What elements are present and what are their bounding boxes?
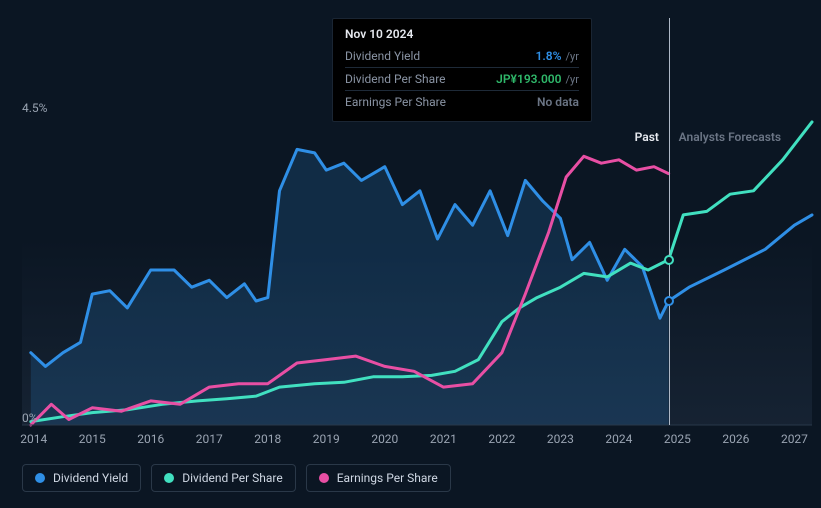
- tooltip-row-value: No data: [537, 95, 579, 109]
- legend-label: Dividend Yield: [53, 471, 128, 485]
- tooltip-row-label: Earnings Per Share: [345, 95, 446, 109]
- y-tick-label: 0%: [22, 411, 38, 425]
- x-tick-label: 2014: [20, 432, 47, 446]
- series-marker: [664, 255, 674, 265]
- tooltip-date: Nov 10 2024: [345, 27, 579, 41]
- data-tooltip: Nov 10 2024 Dividend Yield1.8%/yrDividen…: [332, 18, 592, 122]
- legend-dot: [164, 473, 174, 483]
- dividend-chart: 0% 4.5% 2014 2015 2016 2017 2018 2019 2020 2021 2…: [0, 0, 821, 508]
- series-marker: [664, 296, 674, 306]
- tooltip-row: Earnings Per Share No data: [345, 90, 579, 111]
- tooltip-row: Dividend Per Share JP¥193.000/yr: [345, 67, 579, 88]
- chart-legend: Dividend Yield Dividend Per Share Earnings…: [22, 464, 451, 492]
- x-tick-label: 2025: [664, 432, 691, 446]
- x-tick-label: 2026: [722, 432, 749, 446]
- legend-dot: [319, 473, 329, 483]
- tooltip-row: Dividend Yield 1.8%/yr: [345, 47, 579, 65]
- x-tick-label: 2019: [313, 432, 340, 446]
- legend-dot: [35, 473, 45, 483]
- forecast-label: Analysts Forecasts: [679, 130, 781, 144]
- tooltip-row-label: Dividend Yield: [345, 49, 420, 63]
- legend-item[interactable]: Dividend Per Share: [151, 464, 296, 492]
- tooltip-row-label: Dividend Per Share: [345, 72, 446, 86]
- y-tick-label: 4.5%: [22, 101, 47, 115]
- tooltip-row-value: 1.8%/yr: [536, 49, 579, 63]
- x-tick-label: 2021: [430, 432, 457, 446]
- x-tick-label: 2027: [781, 432, 808, 446]
- legend-item[interactable]: Dividend Yield: [22, 464, 141, 492]
- cursor-line: [669, 18, 670, 425]
- legend-item[interactable]: Earnings Per Share: [306, 464, 451, 492]
- x-tick-label: 2017: [196, 432, 223, 446]
- x-tick-label: 2018: [254, 432, 281, 446]
- legend-label: Earnings Per Share: [337, 471, 438, 485]
- legend-label: Dividend Per Share: [182, 471, 283, 485]
- past-label: Past: [635, 130, 659, 144]
- x-tick-label: 2016: [137, 432, 164, 446]
- chart-lines: [22, 115, 812, 425]
- x-tick-label: 2022: [488, 432, 515, 446]
- x-tick-label: 2023: [547, 432, 574, 446]
- x-tick-label: 2024: [605, 432, 632, 446]
- tooltip-row-value: JP¥193.000/yr: [496, 72, 579, 86]
- x-tick-label: 2020: [371, 432, 398, 446]
- x-tick-label: 2015: [79, 432, 106, 446]
